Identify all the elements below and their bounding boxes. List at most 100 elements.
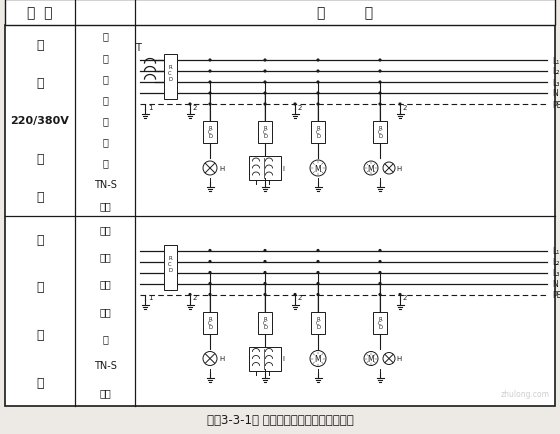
Text: R: R <box>378 316 382 321</box>
Circle shape <box>379 293 381 296</box>
Text: D: D <box>263 134 267 139</box>
Bar <box>373 122 387 144</box>
Text: I: I <box>282 356 284 362</box>
Text: M: M <box>368 164 374 173</box>
Bar <box>203 312 217 334</box>
Circle shape <box>208 282 212 286</box>
Text: R: R <box>208 126 212 131</box>
Circle shape <box>379 260 381 263</box>
Text: D: D <box>378 134 382 139</box>
Text: C: C <box>316 320 320 325</box>
Text: 三相: 三相 <box>99 224 111 234</box>
Circle shape <box>379 59 381 62</box>
Circle shape <box>208 260 212 263</box>
Circle shape <box>316 92 320 95</box>
Bar <box>373 312 387 334</box>
Circle shape <box>208 271 212 274</box>
Circle shape <box>379 271 381 274</box>
Circle shape <box>263 70 267 73</box>
Text: H: H <box>219 166 224 171</box>
Circle shape <box>263 293 267 296</box>
Circle shape <box>383 353 395 365</box>
Circle shape <box>208 92 212 95</box>
Circle shape <box>263 282 267 286</box>
Circle shape <box>379 81 381 84</box>
Circle shape <box>316 271 320 274</box>
Text: D: D <box>208 134 212 139</box>
Circle shape <box>188 103 192 106</box>
Text: 2: 2 <box>403 105 407 111</box>
Text: zhulong.com: zhulong.com <box>501 390 549 398</box>
Text: 2: 2 <box>193 105 197 111</box>
Text: 专: 专 <box>102 32 108 42</box>
Text: M: M <box>368 354 374 363</box>
Text: 接         线: 接 线 <box>317 6 373 20</box>
Text: R: R <box>263 316 267 321</box>
Text: TN-S: TN-S <box>94 179 116 189</box>
Circle shape <box>379 70 381 73</box>
Text: D: D <box>263 324 267 329</box>
Circle shape <box>379 92 381 95</box>
Text: N: N <box>552 89 558 98</box>
Circle shape <box>379 282 381 286</box>
Text: D: D <box>316 324 320 329</box>
Bar <box>249 347 281 371</box>
Text: PE: PE <box>552 100 560 109</box>
Text: 220/380V: 220/380V <box>11 116 69 126</box>
Text: 统: 统 <box>36 376 44 389</box>
Circle shape <box>316 249 320 253</box>
Circle shape <box>208 70 212 73</box>
Text: C: C <box>208 130 212 135</box>
Text: R: R <box>208 316 212 321</box>
Circle shape <box>383 163 395 174</box>
Text: C: C <box>168 71 172 76</box>
Text: R: R <box>168 255 172 260</box>
Text: 供: 供 <box>102 137 108 147</box>
Circle shape <box>316 59 320 62</box>
Text: 1: 1 <box>148 295 152 301</box>
Bar <box>5 26 555 406</box>
Text: 系: 系 <box>36 328 44 341</box>
Text: M: M <box>315 354 321 363</box>
Circle shape <box>263 81 267 84</box>
Bar <box>164 245 176 290</box>
Text: 系  统: 系 统 <box>27 6 53 20</box>
Circle shape <box>208 59 212 62</box>
Circle shape <box>203 352 217 366</box>
Circle shape <box>208 249 212 253</box>
Bar <box>258 122 272 144</box>
Text: L₃: L₃ <box>552 78 559 87</box>
Circle shape <box>203 161 217 176</box>
Text: 接: 接 <box>36 152 44 165</box>
Text: L₂: L₂ <box>552 67 559 76</box>
Text: M: M <box>315 164 321 173</box>
Text: H: H <box>219 356 224 362</box>
Circle shape <box>364 352 378 366</box>
Circle shape <box>188 293 192 296</box>
Circle shape <box>263 260 267 263</box>
Text: 2: 2 <box>193 295 197 301</box>
Circle shape <box>310 351 326 367</box>
Text: C: C <box>378 320 382 325</box>
Circle shape <box>364 161 378 176</box>
Text: R: R <box>263 126 267 131</box>
Text: R: R <box>316 126 320 131</box>
Text: 2: 2 <box>298 105 302 111</box>
Text: H: H <box>396 166 402 171</box>
Text: C: C <box>263 320 267 325</box>
Circle shape <box>263 271 267 274</box>
Text: 相: 相 <box>36 76 44 89</box>
Text: 护: 护 <box>36 281 44 294</box>
Text: C: C <box>208 320 212 325</box>
Text: 2: 2 <box>403 295 407 301</box>
Text: 1: 1 <box>148 105 152 111</box>
Text: PE: PE <box>552 290 560 299</box>
Text: C: C <box>168 261 172 266</box>
Text: L₁: L₁ <box>552 56 559 66</box>
Circle shape <box>398 103 402 106</box>
Text: C: C <box>263 130 267 135</box>
Text: 四线: 四线 <box>99 252 111 262</box>
Bar <box>258 312 272 334</box>
Text: N: N <box>552 279 558 288</box>
Text: R: R <box>168 65 172 70</box>
